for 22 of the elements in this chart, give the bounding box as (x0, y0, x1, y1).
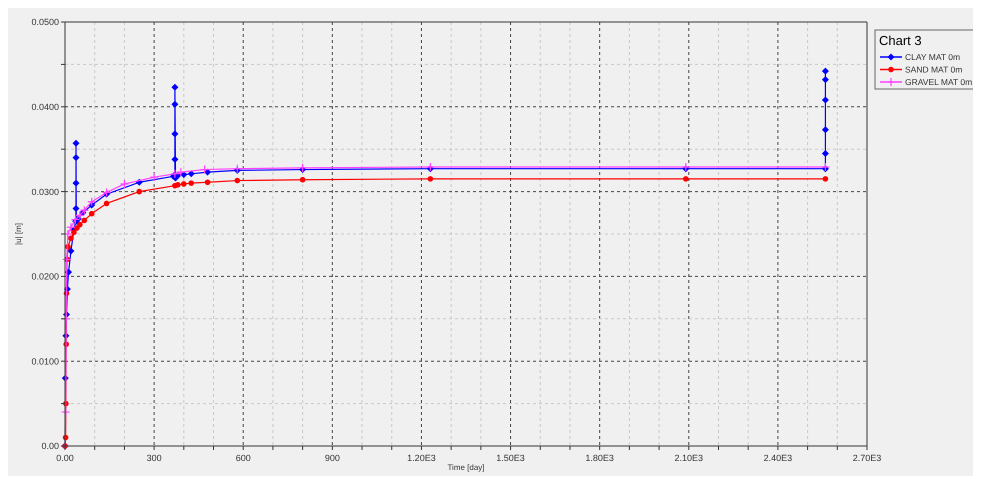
x-tick-label: 900 (324, 453, 340, 463)
y-axis-title: |u| [m] (14, 223, 23, 245)
x-tick-label: 1.20E3 (407, 453, 436, 463)
y-tick-label: 0.0500 (31, 17, 59, 28)
y-tick-label: 0.0200 (31, 272, 59, 282)
y-tick-label: 0.0300 (31, 186, 59, 197)
x-tick-label: 2.10E3 (674, 453, 704, 463)
x-tick-label: 1.50E3 (496, 453, 525, 463)
legend-label: CLAY MAT 0m (905, 52, 960, 62)
y-tick-label: 0.0400 (31, 102, 59, 112)
legend-title: Chart 3 (879, 33, 922, 48)
x-axis-title: Time [day] (447, 463, 485, 472)
x-tick-label: 2.70E3 (852, 453, 882, 463)
x-tick-label: 600 (236, 453, 251, 463)
y-tick-label: 0.00 (41, 441, 59, 452)
x-tick-label: 1.80E3 (585, 453, 614, 463)
legend-label: GRAVEL MAT 0m (905, 76, 972, 87)
x-tick-label: 300 (146, 453, 162, 463)
y-tick-label: 0.0100 (31, 356, 59, 366)
x-tick-label: 0.00 (56, 453, 74, 463)
legend-label: SAND MAT 0m (905, 64, 962, 74)
x-tick-label: 2.40E3 (764, 453, 792, 463)
